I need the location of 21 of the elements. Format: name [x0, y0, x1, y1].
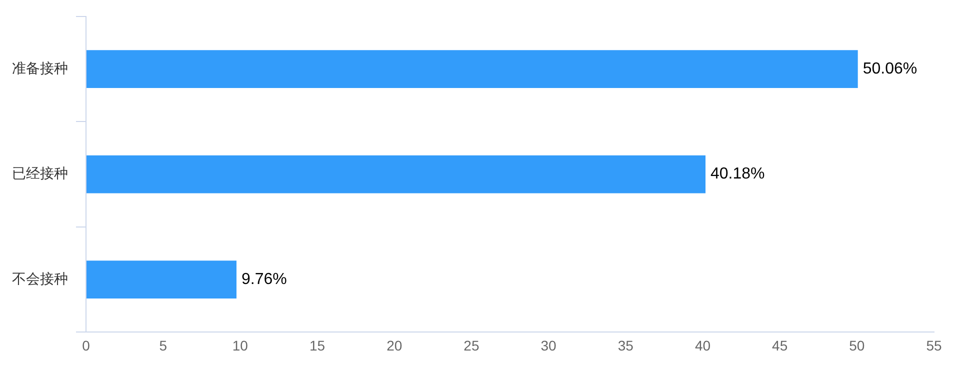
data-label: 50.06%	[862, 60, 918, 78]
bar	[86, 260, 236, 299]
bar	[86, 155, 706, 194]
y-tick-label: 准备接种	[12, 60, 68, 76]
x-tick-label: 55	[926, 337, 942, 354]
x-tick-label: 20	[386, 337, 402, 354]
bar	[86, 50, 858, 88]
x-tick-label: 40	[694, 337, 711, 354]
y-tick-label: 已经接种	[12, 165, 68, 182]
x-tick-label: 25	[464, 337, 480, 354]
data-label: 40.18%	[710, 166, 765, 183]
x-tick-label: 5	[159, 337, 168, 354]
x-tick-label: 50	[849, 337, 865, 354]
x-tick-label: 35	[618, 337, 634, 354]
x-tick-label: 0	[82, 337, 90, 354]
x-tick-label: 30	[540, 337, 557, 354]
x-tick-label: 10	[232, 337, 248, 354]
data-label: 9.76%	[241, 270, 287, 288]
y-tick-label: 不会接种	[12, 270, 68, 286]
x-tick-label: 15	[309, 337, 326, 354]
x-tick-label: 45	[772, 337, 788, 354]
